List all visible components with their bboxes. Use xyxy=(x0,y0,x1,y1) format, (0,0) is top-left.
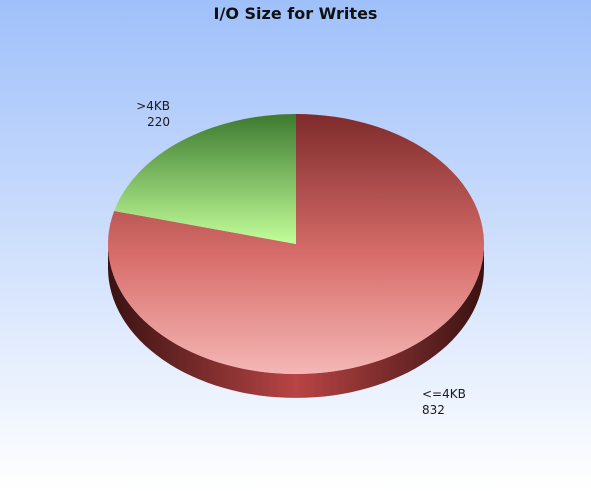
chart-title: I/O Size for Writes xyxy=(213,4,378,23)
slice-label-gt4kb: >4KB 220 xyxy=(108,98,170,130)
slice-gt4kb xyxy=(114,114,296,244)
slice-label-le4kb-name: <=4KB xyxy=(422,387,466,401)
slice-label-gt4kb-value: 220 xyxy=(147,115,170,129)
pie-group xyxy=(107,114,484,398)
slice-le4kb-side xyxy=(108,244,484,398)
slice-label-gt4kb-name: >4KB xyxy=(136,99,170,113)
slice-label-le4kb: <=4KB 832 xyxy=(422,386,502,418)
slice-label-le4kb-value: 832 xyxy=(422,403,445,417)
